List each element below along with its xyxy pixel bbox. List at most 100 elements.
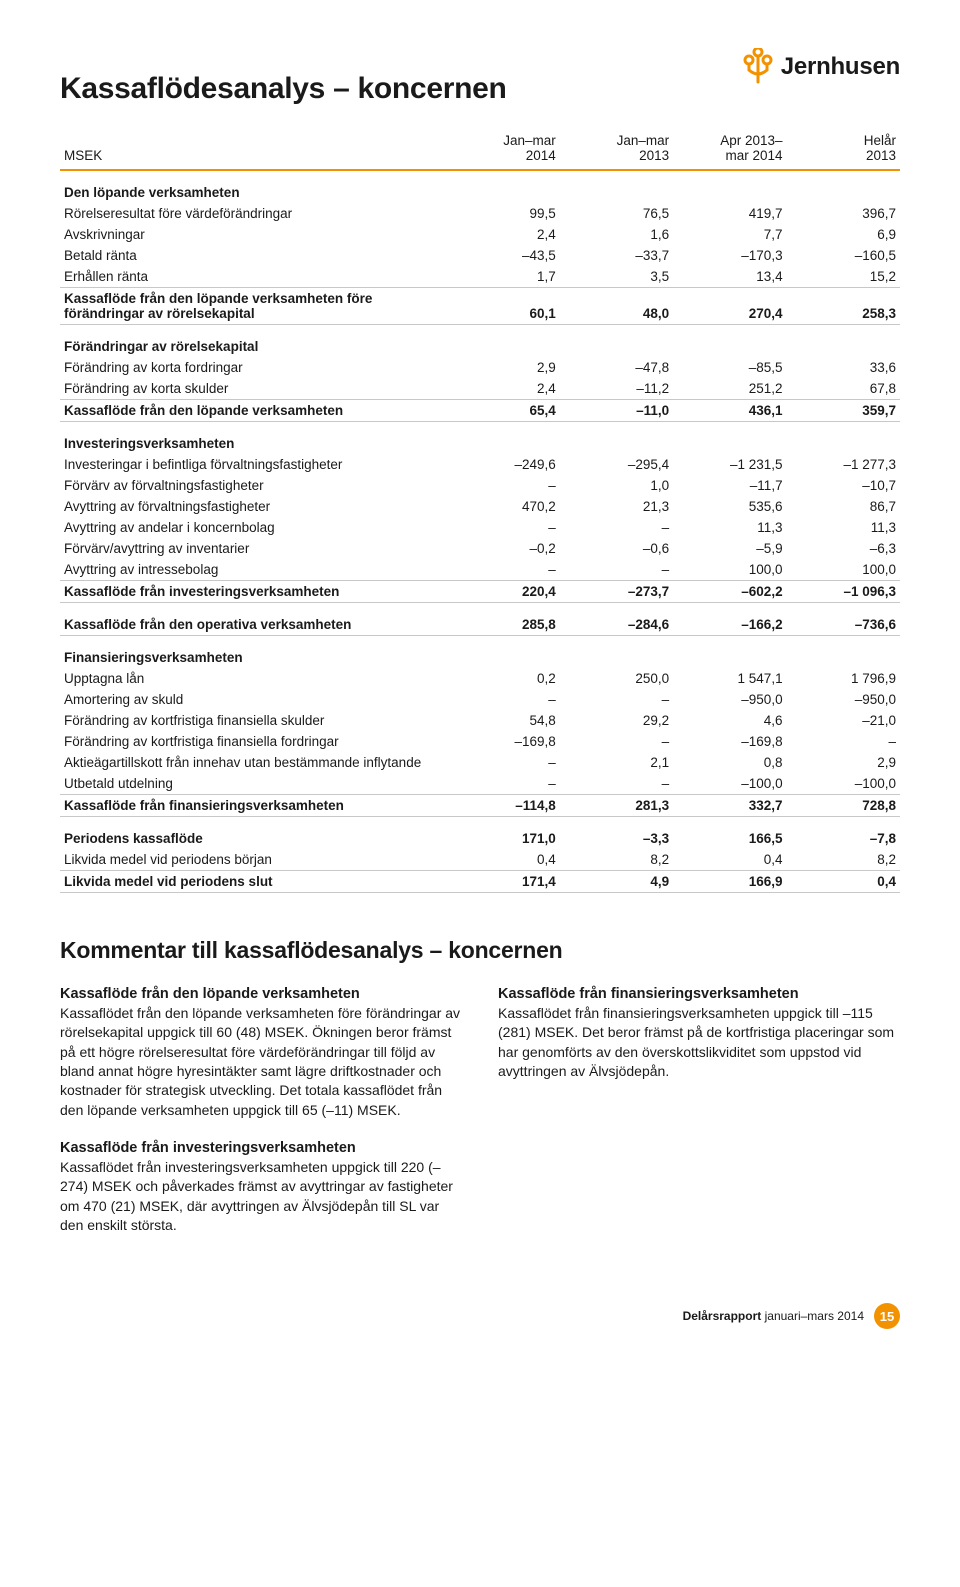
row-value: –	[560, 731, 673, 752]
row-value: –	[446, 475, 559, 496]
table-row: Förändring av korta skulder2,4–11,2251,2…	[60, 378, 900, 400]
row-value: 220,4	[446, 581, 559, 603]
row-value: –	[446, 517, 559, 538]
row-value: 11,3	[673, 517, 786, 538]
row-value: 2,1	[560, 752, 673, 773]
row-label: Erhållen ränta	[60, 266, 446, 288]
row-label: Förvärv av förvaltningsfastigheter	[60, 475, 446, 496]
row-label: Periodens kassaflöde	[60, 817, 446, 850]
row-value: 1,7	[446, 266, 559, 288]
row-value: –10,7	[787, 475, 900, 496]
brand-logo: Jernhusen	[741, 48, 900, 86]
row-value: –5,9	[673, 538, 786, 559]
row-value: –169,8	[446, 731, 559, 752]
row-value: 100,0	[673, 559, 786, 581]
row-value: –100,0	[673, 773, 786, 795]
row-value: 7,7	[673, 224, 786, 245]
row-value: –1 096,3	[787, 581, 900, 603]
row-value: 15,2	[787, 266, 900, 288]
col-label: MSEK	[60, 130, 446, 170]
row-label: Betald ränta	[60, 245, 446, 266]
row-value: –11,7	[673, 475, 786, 496]
section-head-row: Förändringar av rörelsekapital	[60, 325, 900, 358]
table-row: Avyttring av andelar i koncernbolag––11,…	[60, 517, 900, 538]
row-label: Amortering av skuld	[60, 689, 446, 710]
commentary-title: Kommentar till kassaflödesanalys – konce…	[60, 937, 900, 964]
row-label: Förändring av kortfristiga finansiella s…	[60, 710, 446, 731]
row-value: 251,2	[673, 378, 786, 400]
row-value: –0,2	[446, 538, 559, 559]
table-row: Förändring av korta fordringar2,9–47,8–8…	[60, 357, 900, 378]
row-value: 270,4	[673, 288, 786, 325]
row-value: 1,0	[560, 475, 673, 496]
table-row: Rörelseresultat före värdeförändringar99…	[60, 203, 900, 224]
row-value: 258,3	[787, 288, 900, 325]
row-value: 48,0	[560, 288, 673, 325]
row-value: 1,6	[560, 224, 673, 245]
row-value: –100,0	[787, 773, 900, 795]
row-value: –	[560, 559, 673, 581]
section-head-row: Investeringsverksamheten	[60, 422, 900, 455]
row-value: –295,4	[560, 454, 673, 475]
row-value: 65,4	[446, 400, 559, 422]
row-value: –736,6	[787, 603, 900, 636]
row-value: 21,3	[560, 496, 673, 517]
table-row: Kassaflöde från finansieringsverksamhete…	[60, 795, 900, 817]
row-value: 250,0	[560, 668, 673, 689]
row-value: –284,6	[560, 603, 673, 636]
row-value: 11,3	[787, 517, 900, 538]
row-label: Förändring av kortfristiga finansiella f…	[60, 731, 446, 752]
row-value: 8,2	[560, 849, 673, 871]
row-value: 285,8	[446, 603, 559, 636]
row-value: 3,5	[560, 266, 673, 288]
row-label: Avskrivningar	[60, 224, 446, 245]
row-value: 29,2	[560, 710, 673, 731]
row-value: 0,4	[673, 849, 786, 871]
row-value: 535,6	[673, 496, 786, 517]
row-label: Investeringar i befintliga förvaltningsf…	[60, 454, 446, 475]
row-value: 419,7	[673, 203, 786, 224]
row-value: 281,3	[560, 795, 673, 817]
row-value: 359,7	[787, 400, 900, 422]
table-row: Kassaflöde från den operativa verksamhet…	[60, 603, 900, 636]
row-value: 171,0	[446, 817, 559, 850]
row-value: 332,7	[673, 795, 786, 817]
row-value: 0,2	[446, 668, 559, 689]
row-label: Kassaflöde från den löpande verksamheten…	[60, 288, 446, 325]
row-label: Avyttring av intressebolag	[60, 559, 446, 581]
table-row: Periodens kassaflöde171,0–3,3166,5–7,8	[60, 817, 900, 850]
row-value: –166,2	[673, 603, 786, 636]
row-value: –	[560, 517, 673, 538]
row-value: –950,0	[787, 689, 900, 710]
row-value: 8,2	[787, 849, 900, 871]
table-row: Erhållen ränta1,73,513,415,2	[60, 266, 900, 288]
row-value: –11,0	[560, 400, 673, 422]
row-value: 728,8	[787, 795, 900, 817]
row-value: 33,6	[787, 357, 900, 378]
row-value: 1 796,9	[787, 668, 900, 689]
row-value: 2,9	[787, 752, 900, 773]
row-value: –	[446, 689, 559, 710]
section-head-cell: Förändringar av rörelsekapital	[60, 325, 900, 358]
commentary-body: Kassaflödet från finansieringsverksamhet…	[498, 1004, 900, 1081]
row-label: Utbetald utdelning	[60, 773, 446, 795]
row-label: Upptagna lån	[60, 668, 446, 689]
row-value: 470,2	[446, 496, 559, 517]
row-value: –21,0	[787, 710, 900, 731]
page-title: Kassaflödesanalys – koncernen	[60, 72, 507, 106]
table-row: Förvärv av förvaltningsfastigheter–1,0–1…	[60, 475, 900, 496]
row-value: –602,2	[673, 581, 786, 603]
row-value: 2,4	[446, 378, 559, 400]
commentary-head: Kassaflöde från investeringsverksamheten	[60, 1140, 462, 1156]
row-value: –	[446, 559, 559, 581]
row-value: –3,3	[560, 817, 673, 850]
table-row: Investeringar i befintliga förvaltningsf…	[60, 454, 900, 475]
page-footer: Delårsrapport januari–mars 2014 15	[60, 1303, 900, 1329]
row-value: –	[560, 773, 673, 795]
row-value: 166,5	[673, 817, 786, 850]
row-value: 4,9	[560, 871, 673, 893]
commentary-body: Kassaflödet från den löpande verksamhete…	[60, 1004, 462, 1120]
row-value: –7,8	[787, 817, 900, 850]
row-value: –1 277,3	[787, 454, 900, 475]
row-label: Förändring av korta fordringar	[60, 357, 446, 378]
